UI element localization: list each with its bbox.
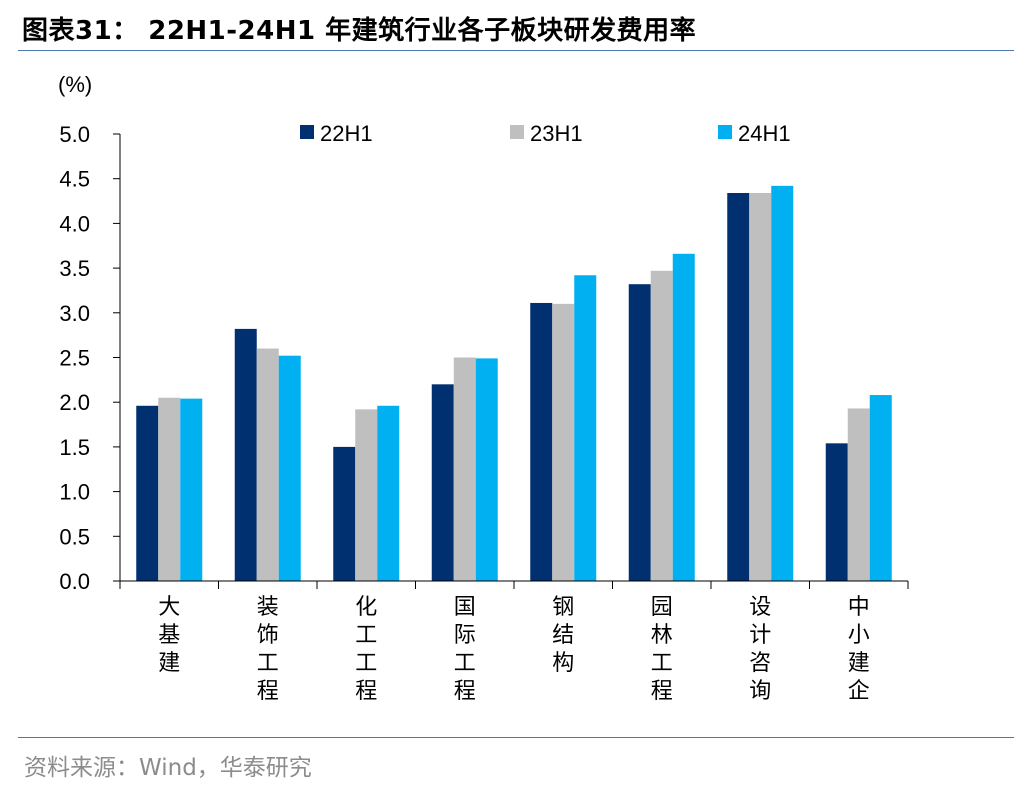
bar-23H1-5 <box>552 303 575 581</box>
bar-23H1-1 <box>158 397 181 581</box>
bar-24H1-7 <box>771 185 794 582</box>
y-tick-label: 1.5 <box>59 435 90 460</box>
x-tick-label: 设计咨询 <box>749 595 771 704</box>
bar-22H1-1 <box>136 405 159 581</box>
x-tick-label: 钢结构 <box>552 595 574 676</box>
bar-22H1-4 <box>431 384 454 581</box>
y-tick-label: 0.5 <box>59 524 90 549</box>
legend-label-22H1: 22H1 <box>320 121 373 146</box>
bar-23H1-4 <box>453 357 476 581</box>
y-tick-label: 0.0 <box>59 569 90 594</box>
bar-24H1-4 <box>475 358 498 581</box>
y-tick-label: 4.5 <box>59 167 90 192</box>
x-tick-label: 园林工程 <box>651 595 673 704</box>
legend-swatch-24H1 <box>718 125 732 139</box>
bar-24H1-1 <box>180 398 203 581</box>
bar-22H1-6 <box>628 284 651 581</box>
bar-22H1-7 <box>727 193 750 581</box>
y-tick-label: 3.0 <box>59 301 90 326</box>
bar-24H1-5 <box>574 275 597 581</box>
x-axis-labels: 大基建 装饰工程 化工工程 国际工程 钢结构 园林工程 设计咨询 中小建企 <box>158 595 870 704</box>
axes <box>119 134 909 589</box>
bars <box>136 185 892 582</box>
bar-22H1-2 <box>234 328 257 581</box>
top-rule <box>18 50 1014 51</box>
source-note: 资料来源：Wind，华泰研究 <box>24 755 312 781</box>
y-tick-label: 2.5 <box>59 346 90 371</box>
legend: 22H1 23H1 24H1 <box>300 121 791 146</box>
y-tick-label: 5.0 <box>59 122 90 147</box>
bar-24H1-3 <box>377 405 400 581</box>
bar-23H1-2 <box>256 348 279 581</box>
bar-chart: (%) 0.0 0.5 1.0 1.5 2.0 2.5 3.0 3.5 4.0 4.5 5.0 大基… <box>58 72 909 704</box>
y-tick-label: 4.0 <box>59 211 90 236</box>
bar-24H1-8 <box>869 395 892 581</box>
bar-22H1-3 <box>333 446 356 581</box>
bar-22H1-8 <box>825 443 848 581</box>
x-tick-label: 国际工程 <box>454 595 476 704</box>
x-tick-label: 化工工程 <box>355 595 377 704</box>
bottom-rule <box>18 737 1014 738</box>
bar-24H1-6 <box>672 253 695 581</box>
x-tick-label: 中小建企 <box>848 595 870 704</box>
legend-swatch-23H1 <box>510 125 524 139</box>
y-axis-ticks: 0.0 0.5 1.0 1.5 2.0 2.5 3.0 3.5 4.0 4.5 5.0 <box>59 122 120 594</box>
y-tick-label: 1.0 <box>59 480 90 505</box>
chart-title: 图表31： 22H1-24H1 年建筑行业各子板块研发费用率 <box>22 16 697 46</box>
bar-22H1-5 <box>530 302 553 581</box>
bar-23H1-6 <box>650 270 673 581</box>
y-tick-label: 3.5 <box>59 256 90 281</box>
legend-swatch-22H1 <box>300 125 314 139</box>
bar-23H1-8 <box>847 408 870 581</box>
x-tick-label: 装饰工程 <box>257 595 279 704</box>
y-axis-unit: (%) <box>58 72 92 97</box>
legend-label-24H1: 24H1 <box>738 121 791 146</box>
legend-label-23H1: 23H1 <box>530 121 583 146</box>
x-tick-label: 大基建 <box>158 595 180 676</box>
bar-23H1-3 <box>355 409 378 581</box>
bar-23H1-7 <box>749 193 772 581</box>
bar-24H1-2 <box>278 355 301 581</box>
y-tick-label: 2.0 <box>59 390 90 415</box>
